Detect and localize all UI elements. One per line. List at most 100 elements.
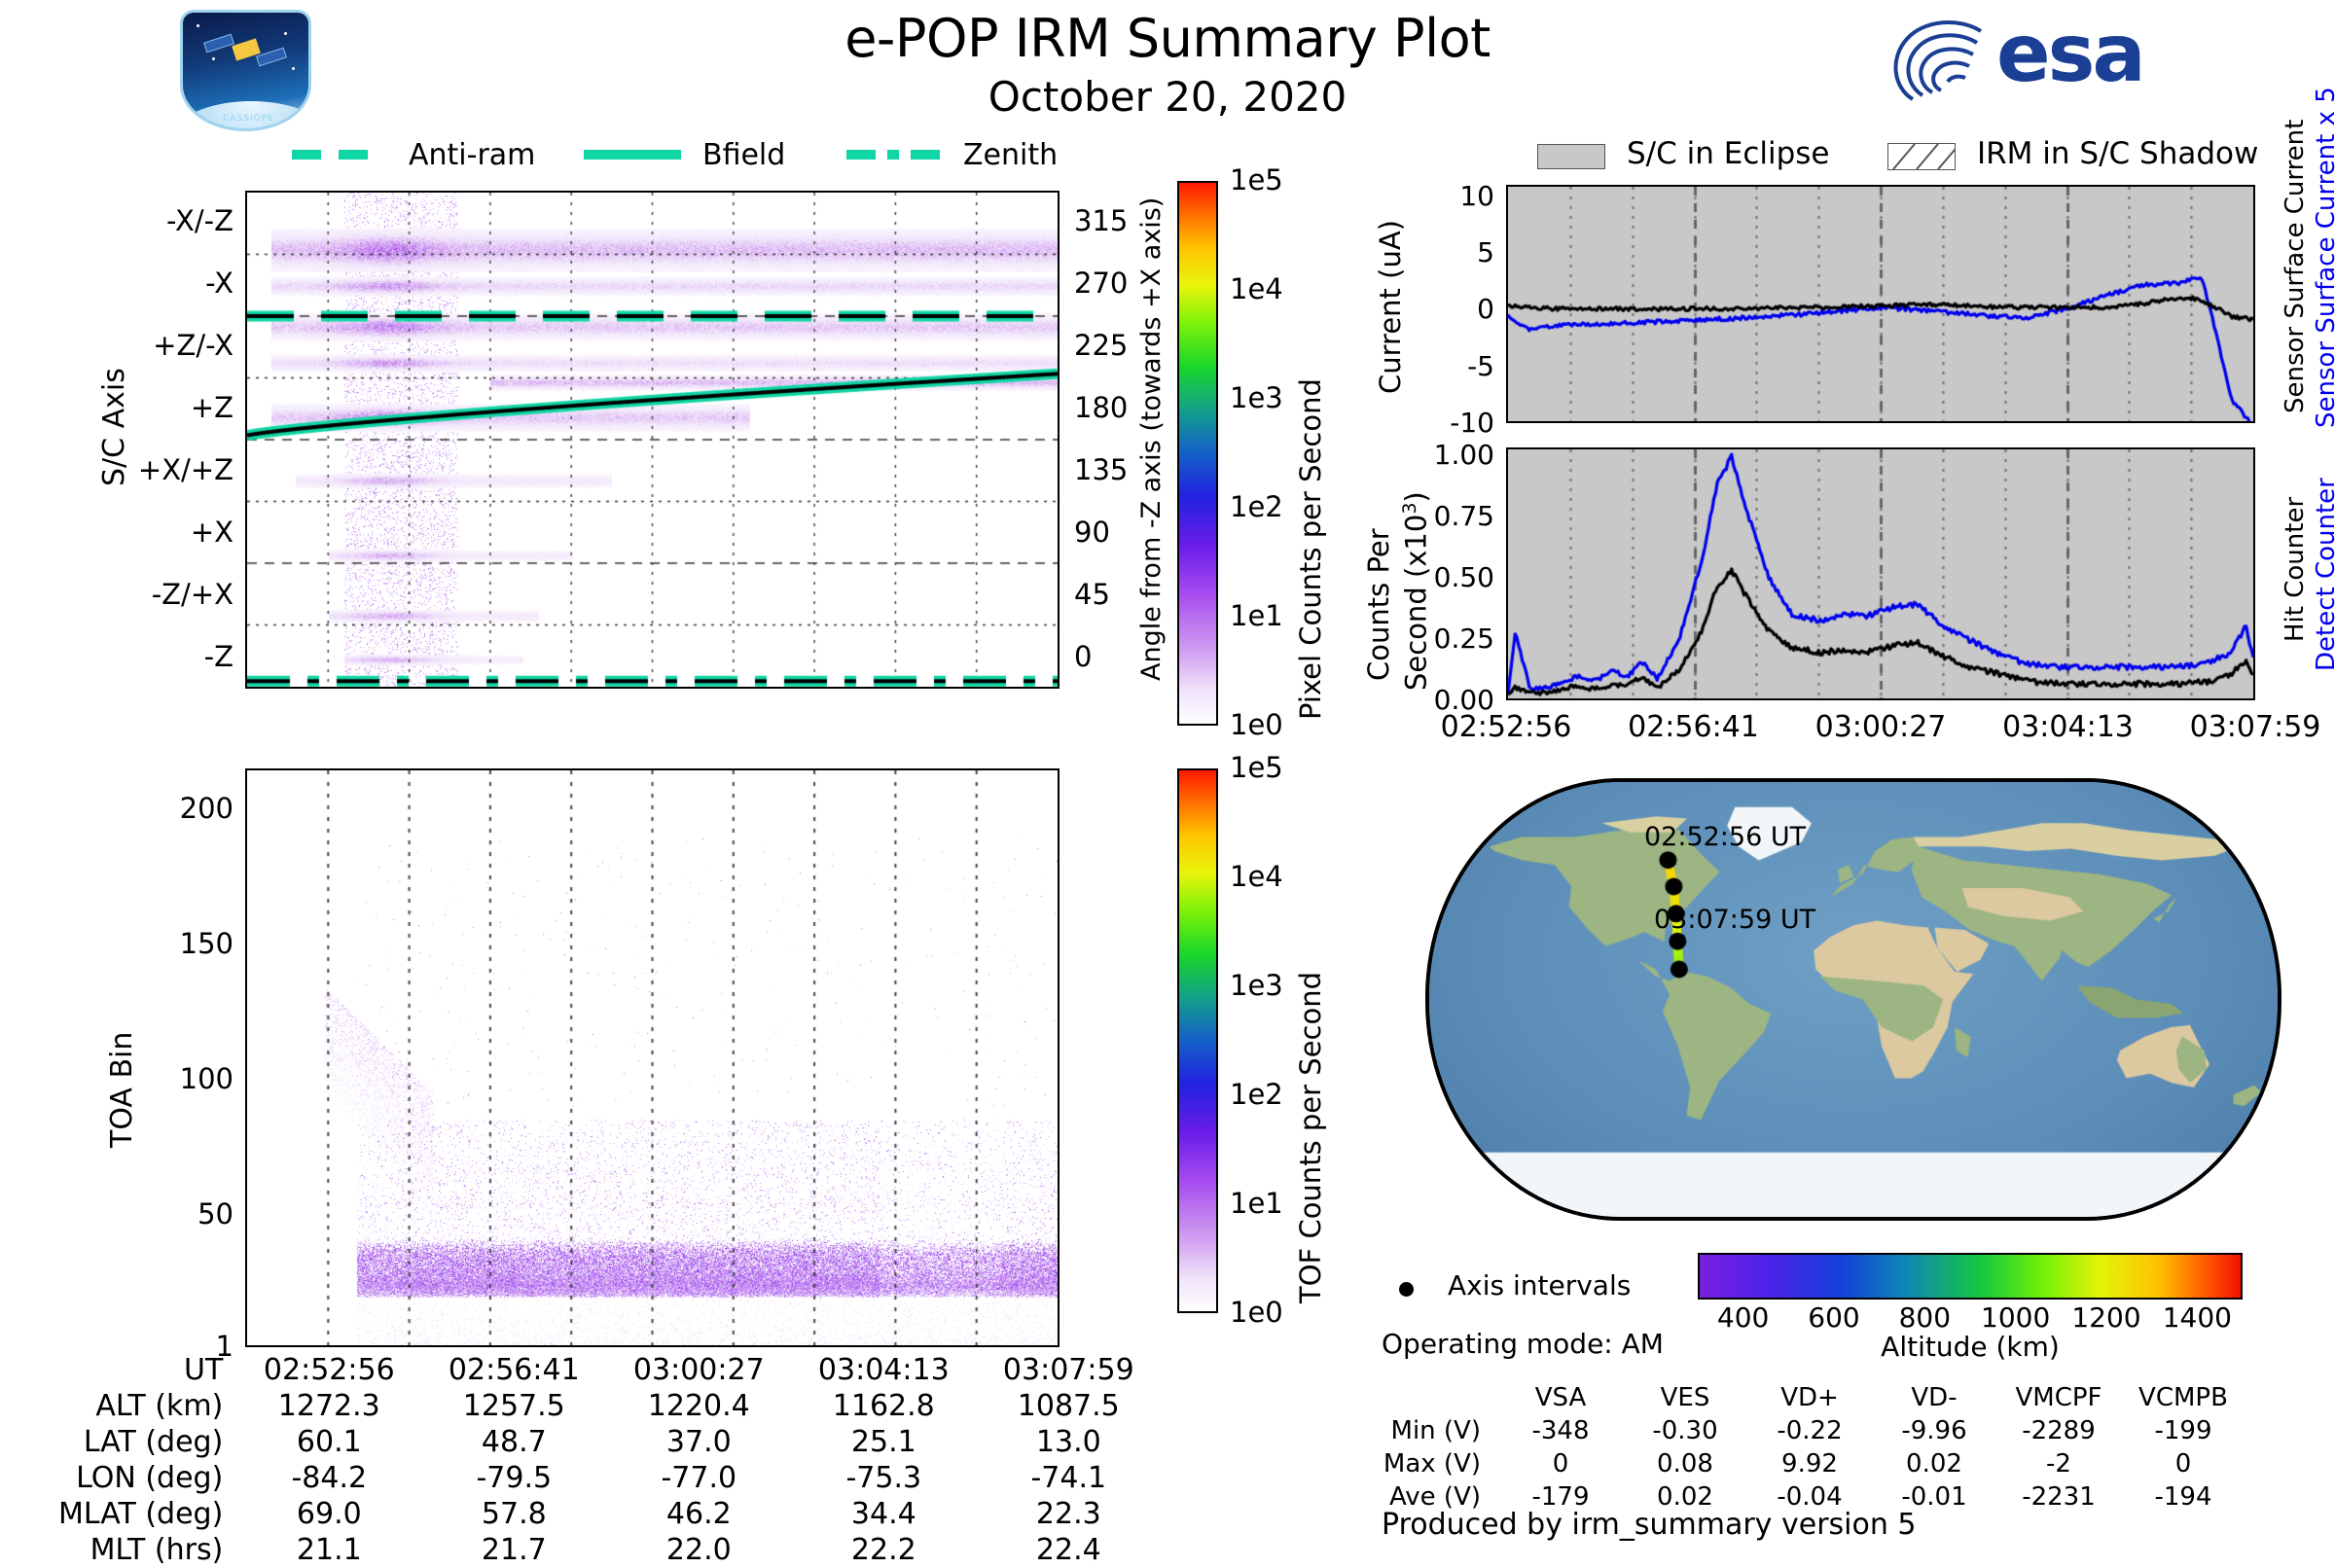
sc-axis-ytick-5: +X — [190, 516, 234, 549]
ephemeris-row: MLT (hrs) 21.1 21.7 22.0 22.2 22.4 — [58, 1532, 1161, 1568]
tof-counts-colorbar — [1177, 768, 1218, 1313]
counts-xtick-0: 02:52:56 — [1440, 710, 1572, 744]
current-plot[interactable] — [1506, 185, 2255, 423]
voltage-cell: -0.22 — [1777, 1416, 1843, 1445]
voltage-cell: -2289 — [2022, 1416, 2096, 1445]
ephemeris-row: LON (deg) -84.2 -79.5 -77.0 -75.3 -74.1 — [58, 1460, 1161, 1496]
voltage-cell: -0.04 — [1777, 1482, 1843, 1512]
ephemeris-cell: 22.0 — [665, 1533, 732, 1567]
voltage-row: Max (V) 0 0.08 9.92 0.02 -2 0 — [1382, 1447, 2245, 1480]
tof-cbar-tick-4: 1e1 — [1230, 1187, 1283, 1220]
counts-right-label-blue: Detect Counter — [2312, 478, 2335, 671]
esa-swirl-icon — [1893, 20, 1983, 101]
axis-intervals-legend-label: Axis intervals — [1448, 1269, 1632, 1301]
voltage-row: Min (V) -348 -0.30 -0.22 -9.96 -2289 -199 — [1382, 1414, 2245, 1447]
ephemeris-cell: 60.1 — [296, 1425, 362, 1459]
cassiope-mission-patch-icon: CASSIOPE — [180, 10, 311, 141]
ephemeris-cell: 48.7 — [481, 1425, 547, 1459]
toa-ytick-2: 100 — [179, 1061, 234, 1095]
legend-label-anti-ram: Anti-ram — [409, 138, 536, 172]
legend-line-bfield — [584, 150, 681, 160]
ephemeris-row-label: LAT (deg) — [83, 1425, 224, 1459]
ephemeris-cell: 22.2 — [850, 1533, 916, 1567]
ephemeris-cell: -77.0 — [661, 1461, 737, 1495]
axis-intervals-dot-icon — [1399, 1282, 1414, 1297]
toa-bin-spectrogram[interactable] — [245, 768, 1060, 1347]
ephemeris-cell: -74.1 — [1030, 1461, 1107, 1495]
ephemeris-cell: 57.8 — [481, 1497, 547, 1531]
altitude-cbar-tick-5: 1400 — [2162, 1301, 2232, 1334]
altitude-cbar-tick-3: 1000 — [1981, 1301, 2051, 1334]
sc-axis-right-tick-2: 225 — [1074, 329, 1129, 362]
map-start-time-label: 02:52:56 UT — [1644, 822, 1807, 852]
tof-cbar-tick-3: 1e2 — [1230, 1078, 1283, 1111]
ephemeris-cell: 21.1 — [296, 1533, 362, 1567]
ephemeris-row-label: UT — [184, 1353, 224, 1387]
voltage-cell: 0.02 — [1906, 1449, 1962, 1479]
ephemeris-row: LAT (deg) 60.1 48.7 37.0 25.1 13.0 — [58, 1424, 1161, 1460]
ephemeris-row: MLAT (deg) 69.0 57.8 46.2 34.4 22.3 — [58, 1496, 1161, 1532]
pixel-cbar-tick-3: 1e2 — [1230, 490, 1283, 523]
shadow-hatch-swatch — [1887, 143, 1956, 170]
altitude-cbar-tick-0: 400 — [1716, 1301, 1770, 1334]
ephemeris-row-label: MLAT (deg) — [58, 1497, 224, 1531]
counts-right-label-black: Hit Counter — [2281, 496, 2310, 642]
world-map[interactable] — [1425, 778, 2281, 1221]
toa-ytick-3: 50 — [198, 1196, 234, 1230]
sc-axis-ytick-4: +X/+Z — [137, 453, 234, 486]
voltage-cell: -0.30 — [1652, 1416, 1718, 1445]
voltage-header-cell: VMCPF — [2015, 1383, 2102, 1412]
altitude-colorbar — [1698, 1253, 2243, 1300]
voltage-header-blank — [1382, 1381, 1498, 1414]
tof-cbar-tick-2: 1e3 — [1230, 969, 1283, 1002]
current-ytick-0: 10 — [1459, 179, 1494, 212]
legend-label-bfield: Bfield — [702, 138, 786, 172]
voltage-cell: -194 — [2154, 1482, 2212, 1512]
toa-ytick-0: 200 — [179, 791, 234, 825]
ephemeris-cell: 69.0 — [296, 1497, 362, 1531]
counts-per-second-plot[interactable] — [1506, 447, 2255, 700]
current-ytick-1: 5 — [1477, 236, 1494, 268]
voltage-cell: 0.02 — [1657, 1482, 1713, 1512]
voltage-cell: 9.92 — [1781, 1449, 1838, 1479]
toa-ytick-4: 1 — [215, 1330, 234, 1363]
ephemeris-cell: 02:52:56 — [263, 1353, 395, 1387]
sc-axis-right-tick-7: 0 — [1074, 640, 1093, 673]
ephemeris-row-label: ALT (km) — [95, 1389, 224, 1423]
sc-axis-right-tick-5: 90 — [1074, 516, 1110, 549]
map-end-time-label: 03:07:59 UT — [1654, 905, 1816, 935]
voltage-cell: -2 — [2046, 1449, 2071, 1479]
voltage-cell: 0 — [2174, 1449, 2192, 1479]
ephemeris-cell: 13.0 — [1035, 1425, 1101, 1459]
sc-axis-right-tick-1: 270 — [1074, 267, 1129, 300]
current-right-label-blue: Sensor Surface Current x 5 — [2312, 87, 2335, 428]
altitude-cbar-tick-2: 800 — [1898, 1301, 1952, 1334]
current-ytick-3: -5 — [1467, 349, 1494, 382]
voltage-cell: -2231 — [2022, 1482, 2096, 1512]
ephemeris-cell: 34.4 — [850, 1497, 916, 1531]
shadow-legend-label: IRM in S/C Shadow — [1977, 136, 2259, 171]
current-right-label-black: Sensor Surface Current — [2281, 119, 2310, 413]
ephemeris-cell: 03:07:59 — [1002, 1353, 1134, 1387]
operating-mode-label: Operating mode: AM — [1382, 1328, 1664, 1360]
sc-axis-right-tick-3: 180 — [1074, 391, 1129, 424]
sc-axis-legend: Anti-ram Bfield Zenith — [292, 138, 1058, 172]
esa-logo: esa — [1887, 8, 2199, 109]
ephemeris-cell: -84.2 — [291, 1461, 368, 1495]
sc-axis-spectrogram[interactable] — [245, 191, 1060, 689]
voltage-header-cell: VD+ — [1780, 1383, 1839, 1412]
pixel-counts-colorbar-label: Pixel Counts per Second — [1294, 378, 1327, 720]
counts-ylabel-line1: Counts Per — [1362, 528, 1395, 681]
voltage-row-label: Ave (V) — [1389, 1482, 1481, 1512]
voltage-cell: -0.01 — [1901, 1482, 1967, 1512]
voltage-header-row: VSA VES VD+ VD- VMCPF VCMPB — [1382, 1381, 2245, 1414]
voltage-header-cell: VCMPB — [2138, 1383, 2228, 1412]
ephemeris-cell: 22.3 — [1035, 1497, 1101, 1531]
counts-xtick-4: 03:07:59 — [2189, 710, 2321, 744]
ephemeris-cell: 25.1 — [850, 1425, 916, 1459]
pixel-cbar-tick-4: 1e1 — [1230, 599, 1283, 632]
voltage-row-label: Min (V) — [1390, 1416, 1481, 1445]
ephemeris-row-label: LON (deg) — [76, 1461, 224, 1495]
sc-axis-ytick-6: -Z/+X — [151, 578, 234, 611]
ephemeris-cell: 1087.5 — [1017, 1389, 1120, 1423]
